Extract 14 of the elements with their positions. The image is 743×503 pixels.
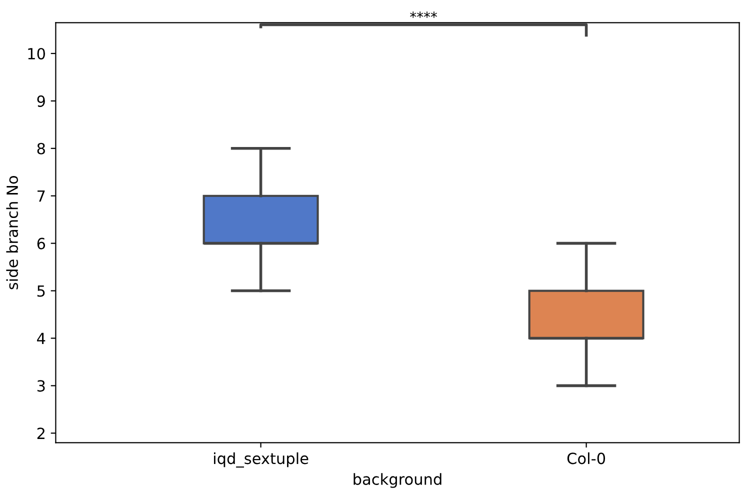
y-tick-label: 4	[37, 332, 46, 344]
y-tick-label: 9	[37, 95, 45, 107]
y-tick-label: 5	[37, 285, 45, 297]
y-tick-label: 6	[37, 238, 46, 250]
y-tick-label: 10	[28, 48, 45, 60]
y-tick-label: 7	[38, 190, 45, 202]
x-axis-title: background	[354, 473, 442, 488]
text: ****	[410, 12, 438, 18]
y-tick-label: 8	[37, 142, 45, 154]
x-tick-label: Col-0	[567, 452, 606, 464]
y-tick-label: 3	[37, 380, 45, 392]
x-tick-label: iqd_sextuple	[214, 452, 308, 468]
y-axis-title: side branch No	[6, 176, 18, 290]
y-tick-label: 2	[37, 428, 44, 439]
